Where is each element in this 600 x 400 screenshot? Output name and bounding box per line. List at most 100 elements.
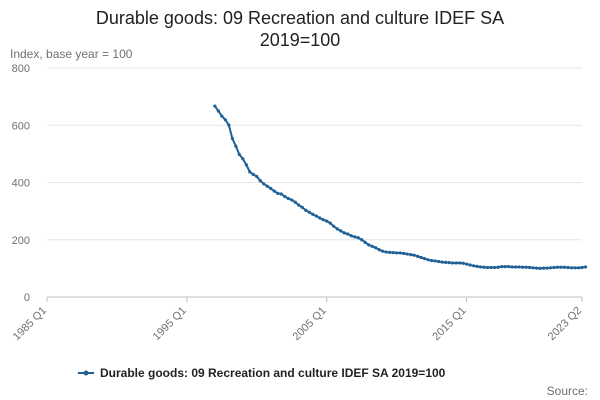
- data-point: [367, 243, 371, 247]
- data-point: [548, 266, 553, 270]
- data-point: [398, 251, 402, 255]
- data-point: [437, 259, 441, 264]
- data-point: [423, 257, 427, 261]
- data-point: [489, 265, 493, 270]
- data-point: [318, 216, 322, 220]
- data-point: [405, 252, 409, 256]
- data-point: [433, 259, 437, 263]
- data-point: [451, 261, 455, 265]
- data-point: [426, 258, 430, 262]
- data-point: [562, 265, 567, 269]
- data-point: [304, 208, 308, 212]
- data-point: [255, 174, 259, 179]
- data-point: [286, 196, 290, 201]
- chart-subtitle: 2019=100: [260, 30, 341, 50]
- data-point: [531, 266, 535, 270]
- source-label: Source:: [547, 384, 588, 398]
- data-point: [276, 191, 280, 195]
- data-point: [342, 231, 346, 235]
- x-tick-label: 2015 Q1: [430, 305, 468, 343]
- data-point: [440, 260, 444, 264]
- data-point: [314, 214, 318, 218]
- data-point: [419, 255, 423, 260]
- data-point: [216, 109, 220, 113]
- legend-label: Durable goods: 09 Recreation and culture…: [100, 366, 446, 380]
- data-point: [269, 186, 273, 191]
- data-point: [346, 232, 350, 236]
- data-point: [461, 261, 465, 265]
- data-point: [499, 265, 504, 269]
- data-point: [290, 198, 294, 202]
- data-point: [559, 265, 563, 269]
- data-point: [555, 265, 560, 269]
- data-point: [230, 136, 234, 141]
- data-point: [384, 250, 388, 254]
- data-point: [496, 265, 500, 269]
- data-point: [244, 163, 248, 167]
- data-point: [472, 264, 476, 268]
- data-point: [388, 250, 392, 254]
- legend: Durable goods: 09 Recreation and culture…: [78, 366, 446, 380]
- data-point: [524, 265, 528, 269]
- x-tick-label: 2005 Q1: [291, 305, 329, 343]
- data-point: [576, 266, 581, 270]
- data-point: [311, 212, 315, 216]
- x-axis-ticks: 1985 Q1 1995 Q1 2005 Q1 2015 Q1 2023 Q2: [11, 297, 584, 343]
- x-tick-label: 2023 Q2: [546, 305, 584, 343]
- data-point: [534, 266, 539, 270]
- legend-point-marker: [83, 370, 89, 376]
- data-point: [262, 182, 266, 186]
- data-point: [478, 265, 483, 269]
- data-point: [307, 210, 311, 214]
- y-tick-label: 600: [12, 120, 30, 132]
- data-point: [279, 192, 283, 196]
- data-point: [332, 224, 336, 228]
- chart-title: Durable goods: 09 Recreation and culture…: [96, 8, 504, 28]
- y-tick-label: 200: [12, 235, 30, 247]
- data-point: [506, 265, 511, 269]
- data-point: [377, 248, 381, 252]
- data-point: [552, 265, 556, 270]
- data-point: [241, 157, 245, 161]
- data-point: [444, 260, 448, 264]
- data-point: [485, 265, 490, 270]
- data-point: [237, 152, 241, 157]
- data-point: [569, 266, 574, 270]
- y-tick-label: 400: [12, 178, 30, 190]
- data-point: [227, 123, 231, 127]
- series-group: [213, 104, 588, 270]
- data-point: [335, 227, 339, 231]
- data-point: [234, 144, 238, 148]
- data-point: [391, 251, 395, 255]
- x-tick-label: 1985 Q1: [11, 305, 49, 343]
- data-point: [458, 261, 462, 265]
- data-point: [300, 205, 304, 209]
- data-point: [293, 200, 297, 204]
- data-point: [325, 219, 329, 223]
- data-point: [265, 184, 269, 188]
- data-point: [538, 266, 542, 270]
- data-point: [409, 253, 413, 257]
- data-point: [430, 259, 434, 263]
- data-point: [363, 240, 367, 244]
- data-point: [416, 254, 420, 258]
- data-point: [328, 221, 332, 225]
- data-point: [482, 265, 486, 269]
- data-point: [353, 235, 357, 239]
- data-point: [321, 218, 325, 222]
- data-point: [517, 265, 521, 269]
- data-point: [248, 170, 252, 174]
- data-point: [475, 264, 479, 268]
- y-axis-ticks: 0 200 400 600 800: [12, 63, 30, 304]
- data-point: [492, 265, 497, 270]
- data-point: [283, 194, 287, 199]
- y-tick-label: 800: [12, 63, 30, 75]
- y-tick-label: 0: [24, 292, 30, 304]
- data-point: [527, 265, 532, 270]
- data-point: [468, 263, 472, 267]
- data-point: [395, 251, 399, 255]
- data-point: [381, 249, 385, 253]
- data-point: [297, 203, 301, 207]
- data-point: [370, 244, 374, 248]
- data-point: [356, 236, 360, 240]
